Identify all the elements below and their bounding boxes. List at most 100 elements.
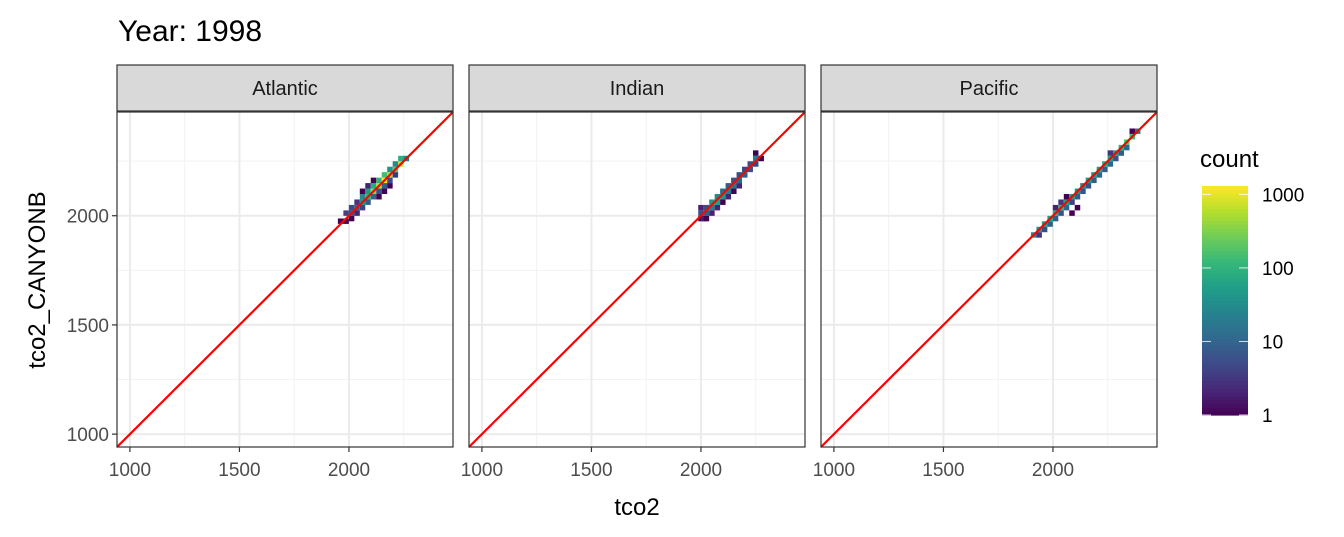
x-tick-label: 1000 <box>109 460 151 481</box>
heatmap-bin <box>1124 144 1130 151</box>
colorbar-segment <box>1202 273 1248 279</box>
heatmap-bin <box>714 199 721 205</box>
heatmap-bin <box>752 155 759 162</box>
legend-tick-label: 1 <box>1262 406 1273 427</box>
facet-strip <box>468 64 806 112</box>
heatmap-bin <box>720 188 726 195</box>
heatmap-bin <box>736 183 743 189</box>
heatmap-bin <box>359 194 366 200</box>
identity-line <box>820 111 1158 448</box>
heatmap-bin <box>343 210 349 216</box>
heatmap-bin <box>354 199 360 205</box>
colorbar-segment <box>1202 403 1248 408</box>
heatmap-bin <box>381 188 388 195</box>
colorbar-segment <box>1202 224 1248 229</box>
colorbar-segment <box>1202 346 1248 351</box>
colorbar-segment <box>1202 201 1248 206</box>
heatmap-bin <box>376 188 382 195</box>
heatmap-bin <box>698 210 704 216</box>
heatmap-bin <box>387 177 393 184</box>
heatmap-bin <box>736 177 743 184</box>
colorbar-segment <box>1202 315 1248 321</box>
heatmap-bin <box>370 194 377 200</box>
x-tick-label: 1000 <box>461 460 503 481</box>
heatmap-bin <box>365 183 371 189</box>
heatmap-bin <box>703 215 710 222</box>
colorbar-segment <box>1202 380 1248 386</box>
colorbar-segment <box>1202 220 1248 225</box>
heatmap-bin <box>1074 204 1081 211</box>
x-tick-label: 2000 <box>328 460 370 481</box>
colorbar-segment <box>1202 258 1248 263</box>
colorbar-segment <box>1202 353 1248 359</box>
colorbar-segment <box>1202 384 1248 389</box>
heatmap-bin <box>359 188 366 195</box>
colorbar-segment <box>1202 350 1248 355</box>
chart-title: Year: 1998 <box>118 15 262 48</box>
heatmap-bin <box>370 177 377 184</box>
colorbar-segment <box>1202 247 1248 252</box>
heatmap-bin <box>703 204 710 211</box>
heatmap-bin <box>354 210 360 216</box>
color-legend: count 1 10 100 1000 <box>1200 146 1304 427</box>
y-axis-label: tco2_CANYONB <box>24 191 51 368</box>
heatmap-bin <box>1063 204 1070 211</box>
heatmap-bin <box>698 204 704 211</box>
panel-border <box>116 111 454 448</box>
heatmap-bin <box>1091 177 1097 184</box>
colorbar-segment <box>1202 285 1248 290</box>
colorbar-segment <box>1202 411 1248 416</box>
heatmap-bin <box>1058 210 1064 216</box>
y-tick-label: 2000 <box>67 207 109 228</box>
heatmap-bin <box>348 204 355 211</box>
heatmap-bin <box>758 155 764 162</box>
facet-strip <box>116 64 454 112</box>
colorbar-segment <box>1202 376 1248 382</box>
heatmap-bin <box>1107 150 1114 156</box>
heatmap-bin <box>709 199 715 205</box>
panel-border <box>820 111 1158 448</box>
x-tick-label: 1000 <box>813 460 855 481</box>
colorbar-segment <box>1202 311 1248 317</box>
colorbar-segment <box>1202 373 1248 378</box>
heatmap-bin <box>1129 128 1135 134</box>
colorbar-segment <box>1202 331 1248 336</box>
heatmap-bin <box>392 161 399 167</box>
heatmap-bin <box>398 155 404 162</box>
heatmap-bin <box>752 161 759 167</box>
colorbar-segment <box>1202 239 1248 244</box>
panel-border <box>468 111 806 448</box>
heatmap-bin <box>381 183 388 189</box>
colorbar-segment <box>1202 227 1248 233</box>
colorbar-segment <box>1202 392 1248 397</box>
heatmap-bin <box>387 166 393 173</box>
colorbar-segment <box>1202 342 1248 347</box>
heatmap-bin <box>1080 188 1086 195</box>
heatmap-bin <box>1085 183 1092 189</box>
heatmap-bin <box>1063 194 1070 200</box>
heatmap-bin <box>359 204 366 211</box>
facet-strip-label: Pacific <box>960 78 1019 100</box>
colorbar-segment <box>1202 208 1248 214</box>
heatmap-bin <box>370 183 377 189</box>
colorbar-segment <box>1202 361 1248 366</box>
colorbar-segment <box>1202 304 1248 309</box>
heatmap-bin <box>392 172 399 178</box>
colorbar-segment <box>1202 388 1248 393</box>
y-tick-label: 1000 <box>67 425 109 446</box>
heatmap-bin <box>1102 166 1108 173</box>
heatmap-bin <box>736 172 743 178</box>
heatmap-bin <box>703 210 710 216</box>
heatmap-bin <box>387 183 393 189</box>
colorbar-segment <box>1202 193 1248 199</box>
heatmap-bin <box>376 194 382 200</box>
colorbar-segment <box>1202 296 1248 302</box>
colorbar-segment <box>1202 243 1248 248</box>
heatmap-bin <box>742 166 748 173</box>
heatmap-bin <box>1069 210 1075 216</box>
colorbar-segment <box>1202 231 1248 237</box>
heatmap-bin <box>752 150 759 156</box>
colorbar-segment <box>1202 399 1248 405</box>
heatmap-bin <box>725 194 732 200</box>
